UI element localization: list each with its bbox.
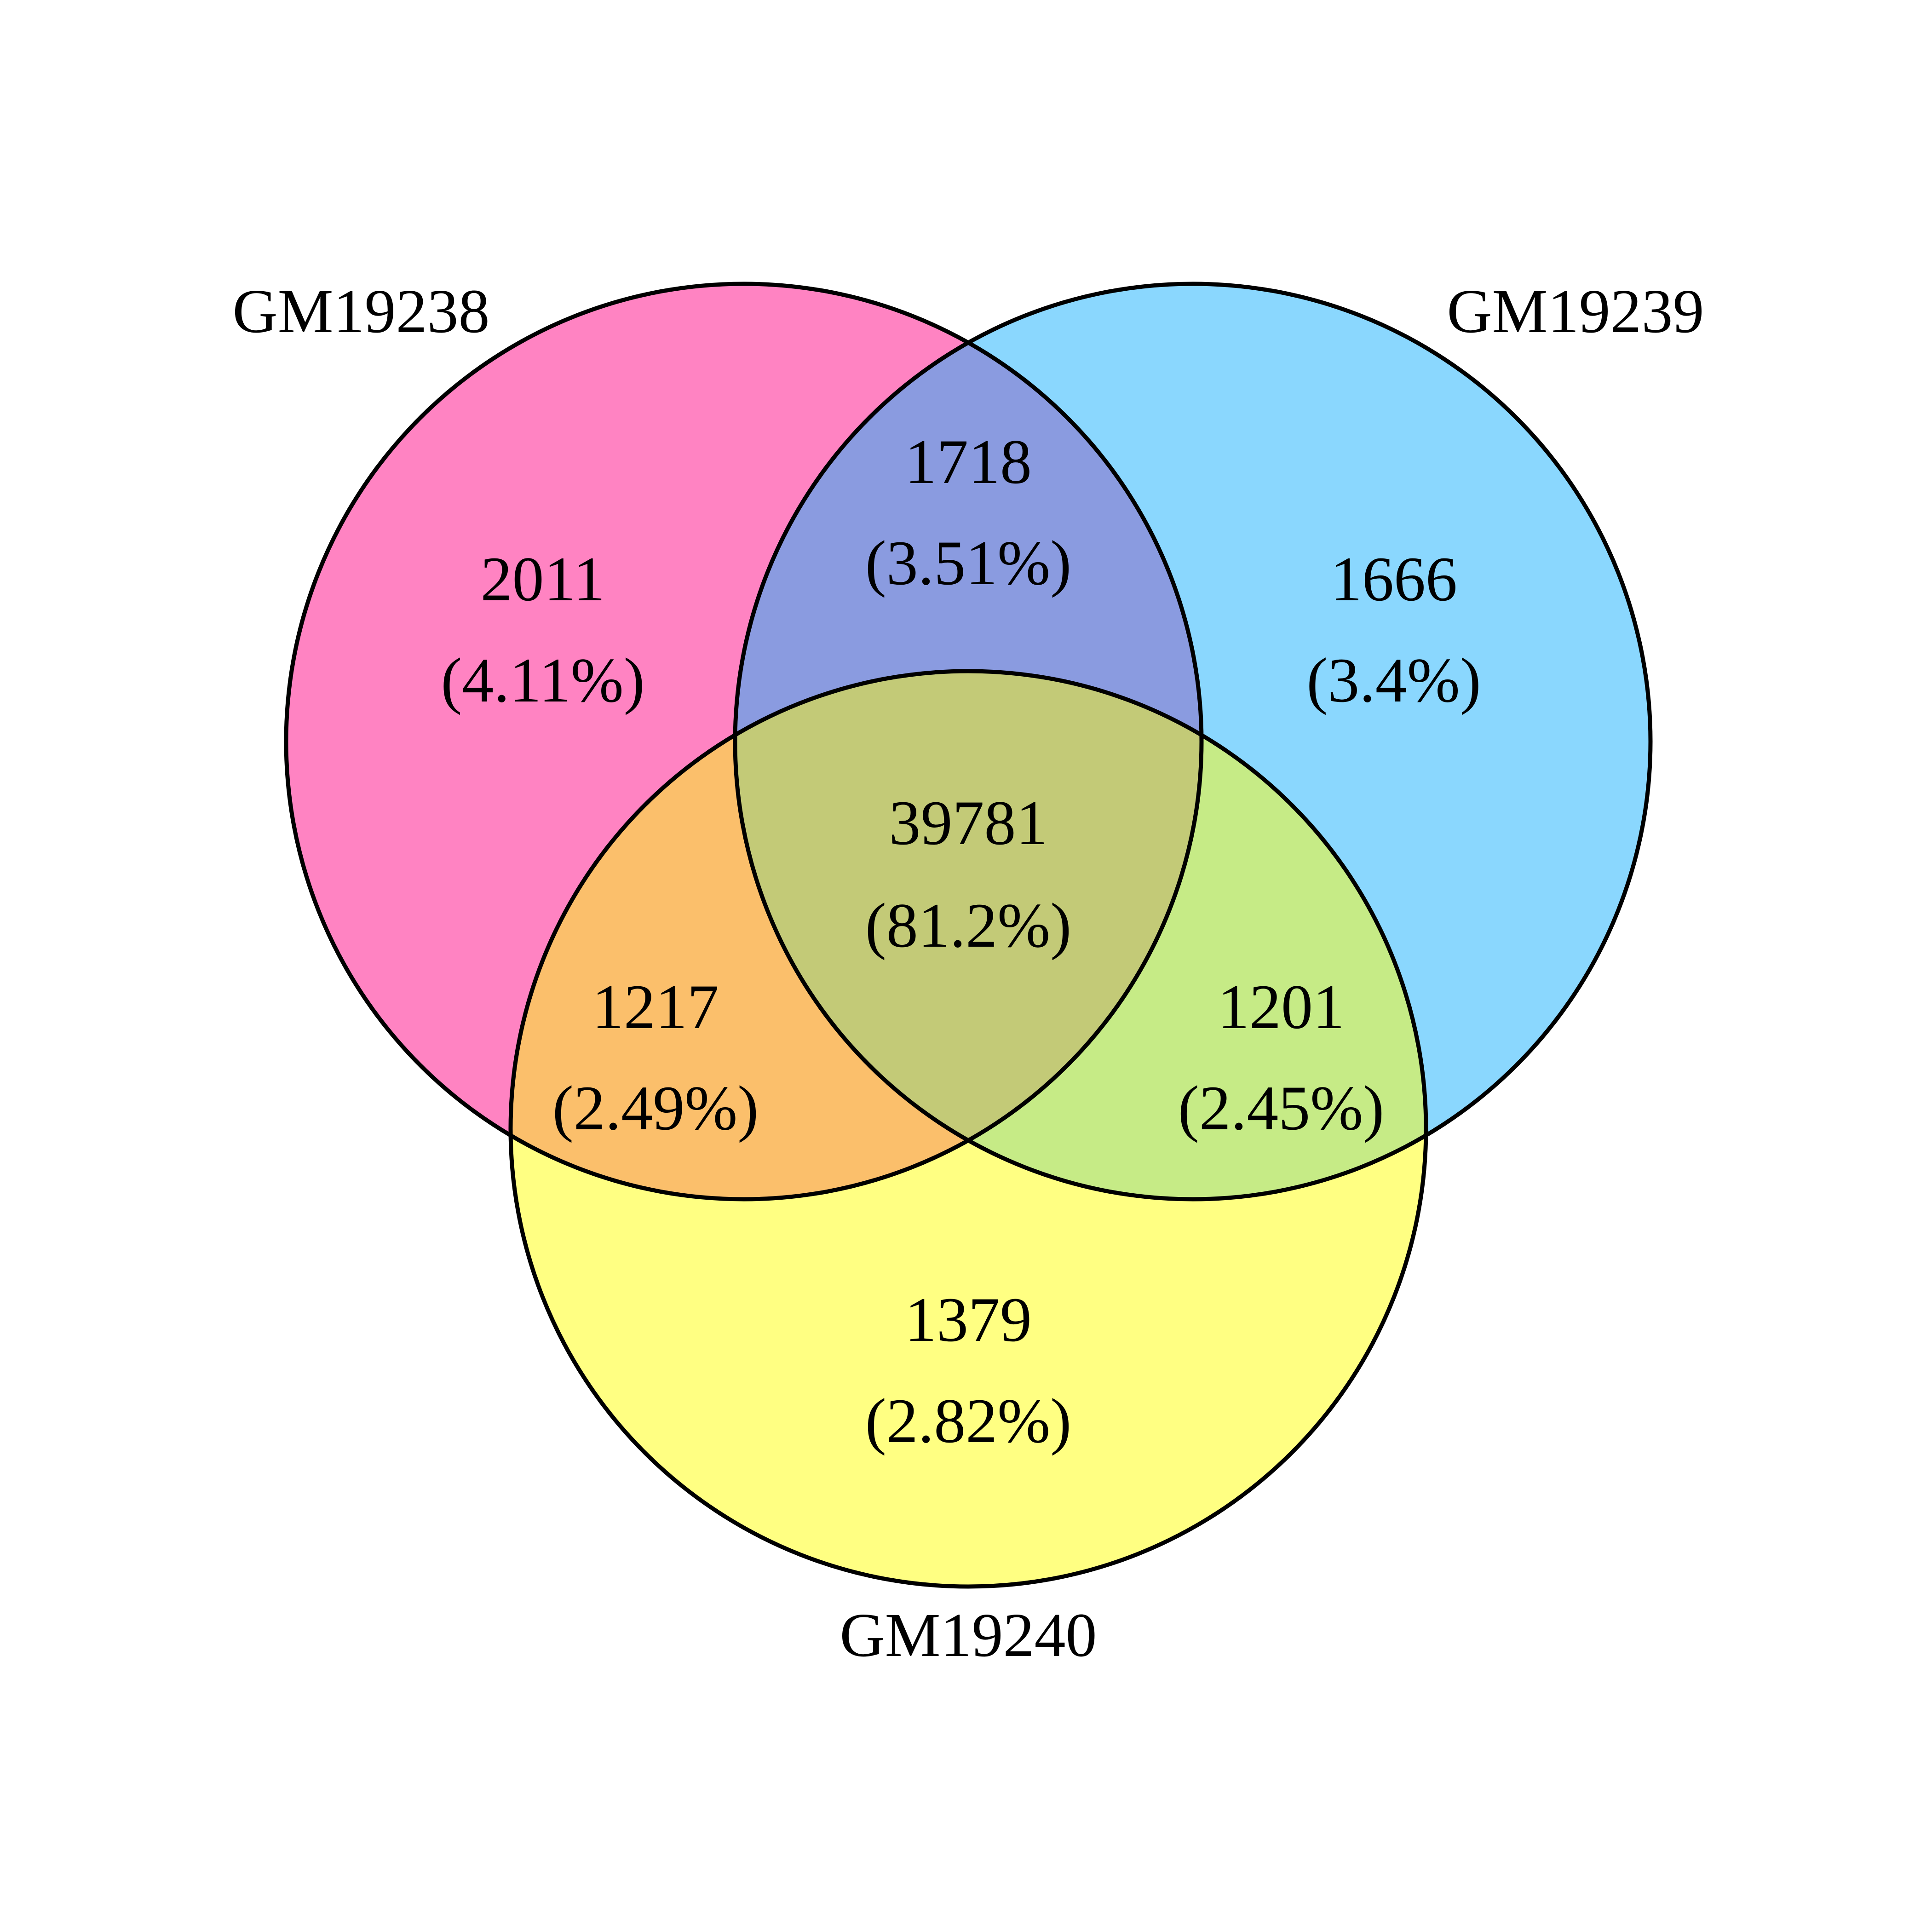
count-abc: 39781 — [889, 788, 1048, 858]
count-a-only: 2011 — [481, 544, 605, 614]
percent-a-only: (4.11%) — [441, 645, 644, 715]
percent-ac: (2.49%) — [552, 1073, 759, 1143]
outline-gm19239 — [733, 282, 1653, 1202]
set-label-gm19239: GM19239 — [1447, 277, 1704, 346]
set-label-gm19238: GM19238 — [232, 277, 489, 346]
percent-c-only: (2.82%) — [865, 1386, 1071, 1456]
outline-gm19238 — [284, 282, 1204, 1202]
percent-bc: (2.45%) — [1178, 1073, 1384, 1143]
percent-ab: (3.51%) — [865, 528, 1071, 598]
percent-abc: (81.2%) — [865, 890, 1071, 960]
count-b-only: 1666 — [1330, 544, 1457, 614]
count-c-only: 1379 — [905, 1284, 1032, 1355]
set-label-gm19240: GM19240 — [840, 1601, 1097, 1670]
percent-b-only: (3.4%) — [1306, 645, 1481, 715]
outline-gm19240 — [508, 669, 1428, 1589]
count-ab: 1718 — [905, 426, 1032, 497]
count-ac: 1217 — [592, 972, 719, 1042]
count-bc: 1201 — [1218, 972, 1345, 1042]
